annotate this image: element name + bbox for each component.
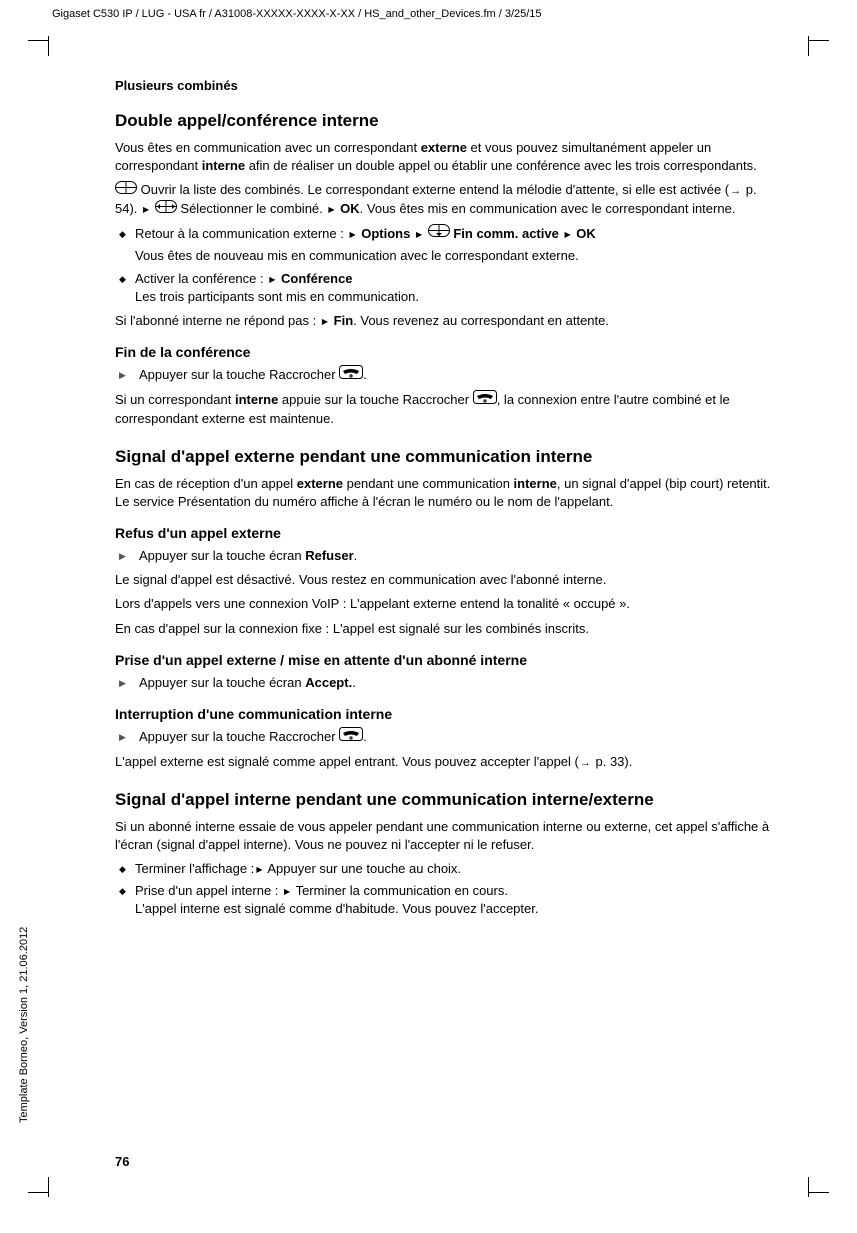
- paragraph: L'appel externe est signalé comme appel …: [115, 753, 775, 771]
- hangup-icon: [339, 727, 363, 746]
- arrow-icon: [267, 271, 277, 286]
- arrow-ref-icon: [729, 182, 742, 197]
- list-item: Activer la conférence : Conférence Les t…: [115, 270, 775, 306]
- paragraph: Si l'abonné interne ne répond pas : Fin.…: [115, 312, 775, 330]
- paragraph: Si un abonné interne essaie de vous appe…: [115, 818, 775, 854]
- list-item: Appuyer sur la touche Raccrocher .: [115, 728, 775, 747]
- nav-key-icon: [115, 181, 137, 199]
- paragraph: En cas de réception d'un appel externe p…: [115, 475, 775, 511]
- arrow-icon: [326, 201, 336, 216]
- nav-key-icon: [155, 200, 177, 218]
- heading-refus: Refus d'un appel externe: [115, 525, 775, 541]
- paragraph: Lors d'appels vers une connexion VoIP : …: [115, 595, 775, 613]
- heading-double-appel: Double appel/conférence interne: [115, 111, 775, 131]
- list-item: Appuyer sur la touche Raccrocher .: [115, 366, 775, 385]
- arrow-icon: [282, 883, 292, 898]
- list-item: Prise d'un appel interne : Terminer la c…: [115, 882, 775, 918]
- hangup-icon: [473, 390, 497, 409]
- heading-signal-interne: Signal d'appel interne pendant une commu…: [115, 790, 775, 810]
- list-item: Appuyer sur la touche écran Refuser.: [115, 547, 775, 565]
- bullet-list: Terminer l'affichage : Appuyer sur une t…: [115, 860, 775, 919]
- list-item: Appuyer sur la touche écran Accept..: [115, 674, 775, 692]
- page-header-path: Gigaset C530 IP / LUG - USA fr / A31008-…: [52, 8, 542, 20]
- paragraph: En cas d'appel sur la connexion fixe : L…: [115, 620, 775, 638]
- arrow-ref-icon: [579, 754, 592, 769]
- arrow-icon: [320, 313, 330, 328]
- hangup-icon: [339, 365, 363, 384]
- section-header: Plusieurs combinés: [115, 78, 775, 93]
- heading-prise-externe: Prise d'un appel externe / mise en atten…: [115, 652, 775, 668]
- paragraph: Vous êtes en communication avec un corre…: [115, 139, 775, 175]
- list-item: Terminer l'affichage : Appuyer sur une t…: [115, 860, 775, 878]
- list-item-sub: Les trois participants sont mis en commu…: [135, 288, 775, 306]
- step-list: Appuyer sur la touche écran Accept..: [115, 674, 775, 692]
- step-list: Appuyer sur la touche Raccrocher .: [115, 728, 775, 747]
- nav-key-icon: [428, 224, 450, 242]
- list-item: Retour à la communication externe : Opti…: [115, 225, 775, 266]
- step-list: Appuyer sur la touche Raccrocher .: [115, 366, 775, 385]
- paragraph: Ouvrir la liste des combinés. Le corresp…: [115, 181, 775, 218]
- heading-signal-externe: Signal d'appel externe pendant une commu…: [115, 447, 775, 467]
- page-number: 76: [115, 1154, 129, 1169]
- step-list: Appuyer sur la touche écran Refuser.: [115, 547, 775, 565]
- list-item-sub: L'appel interne est signalé comme d'habi…: [135, 900, 775, 918]
- arrow-icon: [141, 201, 151, 216]
- paragraph: Le signal d'appel est désactivé. Vous re…: [115, 571, 775, 589]
- template-version-label: Template Borneo, Version 1, 21.06.2012: [18, 927, 30, 1123]
- paragraph: Si un correspondant interne appuie sur l…: [115, 391, 775, 428]
- heading-fin-conference: Fin de la conférence: [115, 344, 775, 360]
- main-content: Plusieurs combinés Double appel/conféren…: [115, 78, 775, 924]
- bullet-list: Retour à la communication externe : Opti…: [115, 225, 775, 306]
- arrow-icon: [254, 861, 264, 876]
- heading-interruption: Interruption d'une communication interne: [115, 706, 775, 722]
- list-item-sub: Vous êtes de nouveau mis en communicatio…: [135, 247, 775, 265]
- arrow-icon: [347, 226, 357, 241]
- arrow-icon: [414, 226, 424, 241]
- arrow-icon: [562, 226, 572, 241]
